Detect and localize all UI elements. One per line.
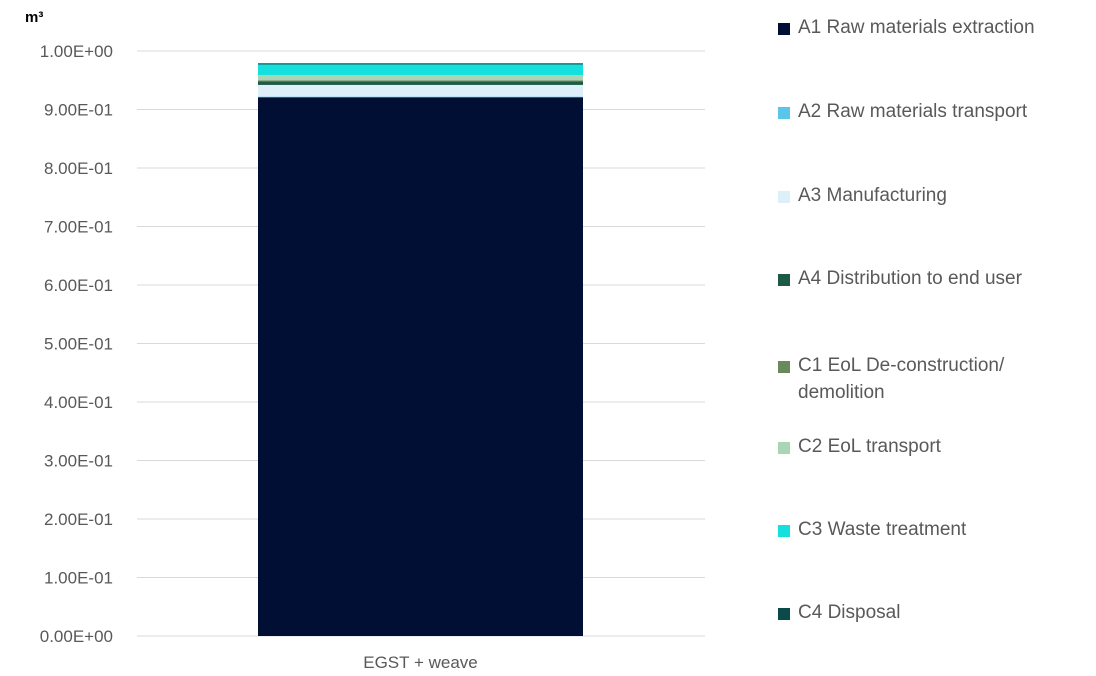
- y-tick-label: 2.00E-01: [44, 510, 113, 529]
- legend-label: C3 Waste treatment: [798, 519, 967, 540]
- y-tick-label: 5.00E-01: [44, 335, 113, 354]
- y-axis-ticks: 0.00E+00 1.00E-01 2.00E-01 3.00E-01 4.00E-01…: [40, 42, 113, 646]
- y-tick-label: 1.00E-01: [44, 569, 113, 588]
- legend-swatch: [778, 361, 790, 373]
- legend-item: C1 EoL De-construction/ demolition: [778, 352, 1088, 406]
- legend-swatch: [778, 107, 790, 119]
- bar-segment-2: [258, 96, 583, 98]
- y-tick-label: 3.00E-01: [44, 452, 113, 471]
- bar-segment-7: [258, 64, 583, 75]
- legend-item: C4 Disposal: [778, 599, 1088, 626]
- legend-label: A2 Raw materials transport: [798, 101, 1028, 122]
- bar-segment-5: [258, 80, 583, 82]
- legend-label: C2 EoL transport: [798, 436, 941, 457]
- y-tick-label: 4.00E-01: [44, 393, 113, 412]
- unit-label: m³: [25, 9, 43, 26]
- legend-item: A4 Distribution to end user: [778, 265, 1088, 292]
- chart-plot: m³ 0.00E+00 1.00E-01 2.00E-01 3.00E-01 4.00E…: [25, 9, 705, 672]
- legend-swatch: [778, 608, 790, 620]
- legend-item: C3 Waste treatment: [778, 516, 1088, 543]
- legend-item: C2 EoL transport: [778, 433, 1088, 460]
- y-tick-label: 8.00E-01: [44, 159, 113, 178]
- y-tick-label: 6.00E-01: [44, 276, 113, 295]
- legend-swatch: [778, 274, 790, 286]
- legend-label: C4 Disposal: [798, 602, 901, 623]
- bar-segment-1: [258, 97, 583, 637]
- legend-swatch: [778, 442, 790, 454]
- legend-swatch: [778, 191, 790, 203]
- legend-label: A1 Raw materials extraction: [798, 17, 1035, 38]
- x-axis-ticks: EGST + weave: [363, 653, 478, 672]
- x-tick-label: EGST + weave: [363, 653, 478, 672]
- stacked-bar: [258, 63, 583, 637]
- legend-label: C1 EoL De-construction/ demolition: [798, 355, 1005, 403]
- legend-item: A3 Manufacturing: [778, 182, 1088, 209]
- legend-label: A3 Manufacturing: [798, 185, 947, 206]
- bar-segment-4: [258, 81, 583, 85]
- y-tick-label: 9.00E-01: [44, 101, 113, 120]
- bar-segment-8: [258, 63, 583, 65]
- y-tick-label: 7.00E-01: [44, 218, 113, 237]
- legend-label: A4 Distribution to end user: [798, 268, 1022, 289]
- y-tick-label: 1.00E+00: [40, 42, 113, 61]
- bar-segment-3: [258, 84, 583, 97]
- legend-swatch: [778, 23, 790, 35]
- legend-item: A2 Raw materials transport: [778, 98, 1088, 125]
- bar-segment-6: [258, 74, 583, 81]
- legend-swatch: [778, 525, 790, 537]
- legend-item: A1 Raw materials extraction: [778, 14, 1088, 41]
- y-tick-label: 0.00E+00: [40, 627, 113, 646]
